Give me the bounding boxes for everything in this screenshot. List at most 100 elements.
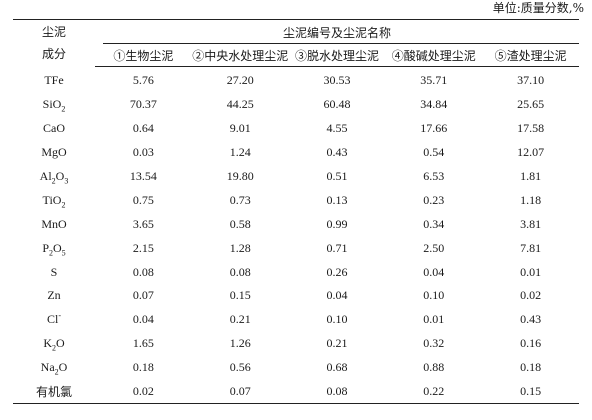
column-header: ④酸碱处理尘泥: [385, 44, 483, 67]
value-cell: 0.16: [520, 336, 542, 351]
value-cell: 0.18: [520, 360, 542, 375]
component-label: Cl-: [46, 311, 61, 327]
column-header: ③脱水处理尘泥: [288, 44, 386, 67]
value-cell: 0.02: [95, 379, 192, 405]
component-label: Zn: [47, 288, 61, 303]
value-cell: 17.58: [517, 121, 545, 136]
unit-note: 单位:质量分数,%: [492, 1, 584, 15]
group-underline: [103, 43, 579, 44]
value-cell: 0.02: [520, 288, 542, 303]
table-row: TiO2 0.75 0.73 0.13 0.23 1.18: [13, 188, 579, 212]
table-row: 有机氯 0.02 0.07 0.08 0.22 0.15: [13, 379, 579, 405]
table-row: P2O5 2.15 1.28 0.71 2.50 7.81: [13, 236, 579, 260]
value-cell: 0.08: [132, 264, 154, 279]
column-header: ⑤渣处理尘泥: [482, 44, 579, 67]
table-row: Na2O 0.18 0.56 0.68 0.88 0.18: [13, 356, 579, 380]
value-cell: 0.32: [423, 336, 445, 351]
value-cell: 60.48: [323, 97, 351, 112]
value-cell: 0.08: [229, 264, 251, 279]
value-cell: 25.65: [517, 97, 545, 112]
value-cell: 0.26: [326, 264, 348, 279]
value-cell: 30.53: [323, 73, 351, 88]
value-cell: 17.66: [420, 121, 448, 136]
component-label: MgO: [41, 145, 67, 160]
value-cell: 2.15: [132, 240, 154, 255]
value-cell: 3.65: [132, 216, 154, 231]
table-row: SiO2 70.37 44.25 60.48 34.84 25.65: [13, 93, 579, 117]
value-cell: 0.75: [132, 192, 154, 207]
value-cell: 0.07: [132, 288, 154, 303]
component-label: P2O5: [42, 240, 66, 258]
value-cell: 0.08: [288, 379, 386, 405]
table-row: Al2O3 13.54 19.80 0.51 6.53 1.81: [13, 165, 579, 189]
table-row: MnO 3.65 0.58 0.99 0.34 3.81: [13, 212, 579, 236]
table-row: MgO 0.03 1.24 0.43 0.54 12.07: [13, 141, 579, 165]
value-cell: 0.10: [423, 288, 445, 303]
value-cell: 0.18: [132, 360, 154, 375]
component-label: SiO2: [42, 97, 66, 114]
value-cell: 12.07: [517, 145, 545, 160]
value-cell: 0.15: [482, 379, 579, 405]
value-cell: 0.43: [520, 312, 542, 327]
value-cell: 0.21: [229, 312, 251, 327]
value-cell: 0.56: [229, 360, 251, 375]
value-cell: 0.51: [326, 169, 348, 183]
value-cell: 0.54: [423, 145, 445, 160]
value-cell: 6.53: [423, 169, 445, 183]
value-cell: 4.55: [326, 121, 348, 136]
value-cell: 19.80: [226, 169, 254, 183]
value-cell: 7.81: [520, 240, 542, 255]
table-row: CaO 0.64 9.01 4.55 17.66 17.58: [13, 117, 579, 141]
value-cell: 27.20: [226, 73, 254, 88]
group-title-cell: 尘泥编号及尘泥名称: [95, 19, 579, 44]
value-cell: 0.04: [423, 264, 445, 279]
value-cell: 0.07: [191, 379, 289, 405]
value-cell: 1.65: [132, 336, 154, 351]
value-cell: 0.21: [326, 336, 348, 351]
component-label: CaO: [43, 121, 65, 136]
value-cell: 35.71: [420, 73, 448, 88]
value-cell: 0.64: [132, 121, 154, 136]
value-cell: 0.99: [326, 216, 348, 231]
value-cell: 13.54: [129, 169, 157, 183]
value-cell: 0.58: [229, 216, 251, 231]
value-cell: 0.43: [326, 145, 348, 160]
value-cell: 3.81: [520, 216, 542, 231]
column-header: ②中央水处理尘泥: [191, 44, 289, 67]
value-cell: 44.25: [226, 97, 254, 112]
value-cell: 0.03: [132, 145, 154, 160]
value-cell: 0.13: [326, 192, 348, 207]
component-label: MnO: [41, 216, 67, 231]
table-row: K2O 1.65 1.26 0.21 0.32 0.16: [13, 332, 579, 356]
value-cell: 0.68: [326, 360, 348, 375]
value-cell: 0.04: [132, 312, 154, 327]
component-label: TFe: [44, 73, 64, 88]
row-header-line1: 尘泥: [41, 25, 66, 40]
component-label: K2O: [43, 336, 65, 353]
header-row-columns: ①生物尘泥 ②中央水处理尘泥 ③脱水处理尘泥 ④酸碱处理尘泥 ⑤渣处理尘泥: [13, 44, 579, 67]
value-cell: 1.81: [520, 169, 542, 183]
value-cell: 0.10: [326, 312, 348, 327]
value-cell: 1.26: [229, 336, 251, 351]
value-cell: 0.15: [229, 288, 251, 303]
value-cell: 0.73: [229, 192, 251, 207]
table-row: TFe 5.76 27.20 30.53 35.71 37.10: [13, 67, 579, 93]
value-cell: 0.88: [423, 360, 445, 375]
group-title: 尘泥编号及尘泥名称: [282, 25, 391, 40]
table-row: Zn 0.07 0.15 0.04 0.10 0.02: [13, 284, 579, 308]
component-label: TiO2: [42, 192, 66, 210]
value-cell: 0.71: [326, 240, 348, 255]
row-header-cell: 尘泥 成分: [13, 19, 95, 67]
value-cell: 0.34: [423, 216, 445, 231]
value-cell: 0.22: [385, 379, 483, 405]
composition-table: 尘泥 成分 尘泥编号及尘泥名称 ①生物尘泥 ②中央水处理尘泥 ③脱水处理尘泥 ④…: [13, 19, 579, 405]
value-cell: 0.04: [326, 288, 348, 303]
value-cell: 0.01: [423, 312, 445, 327]
component-label: Al2O3: [39, 169, 69, 186]
value-cell: 37.10: [517, 73, 545, 88]
table-row: S 0.08 0.08 0.26 0.04 0.01: [13, 260, 579, 284]
row-header-line2: 成分: [41, 47, 66, 62]
value-cell: 70.37: [129, 97, 157, 112]
component-label: Na2O: [40, 360, 68, 377]
value-cell: 0.23: [423, 192, 445, 207]
